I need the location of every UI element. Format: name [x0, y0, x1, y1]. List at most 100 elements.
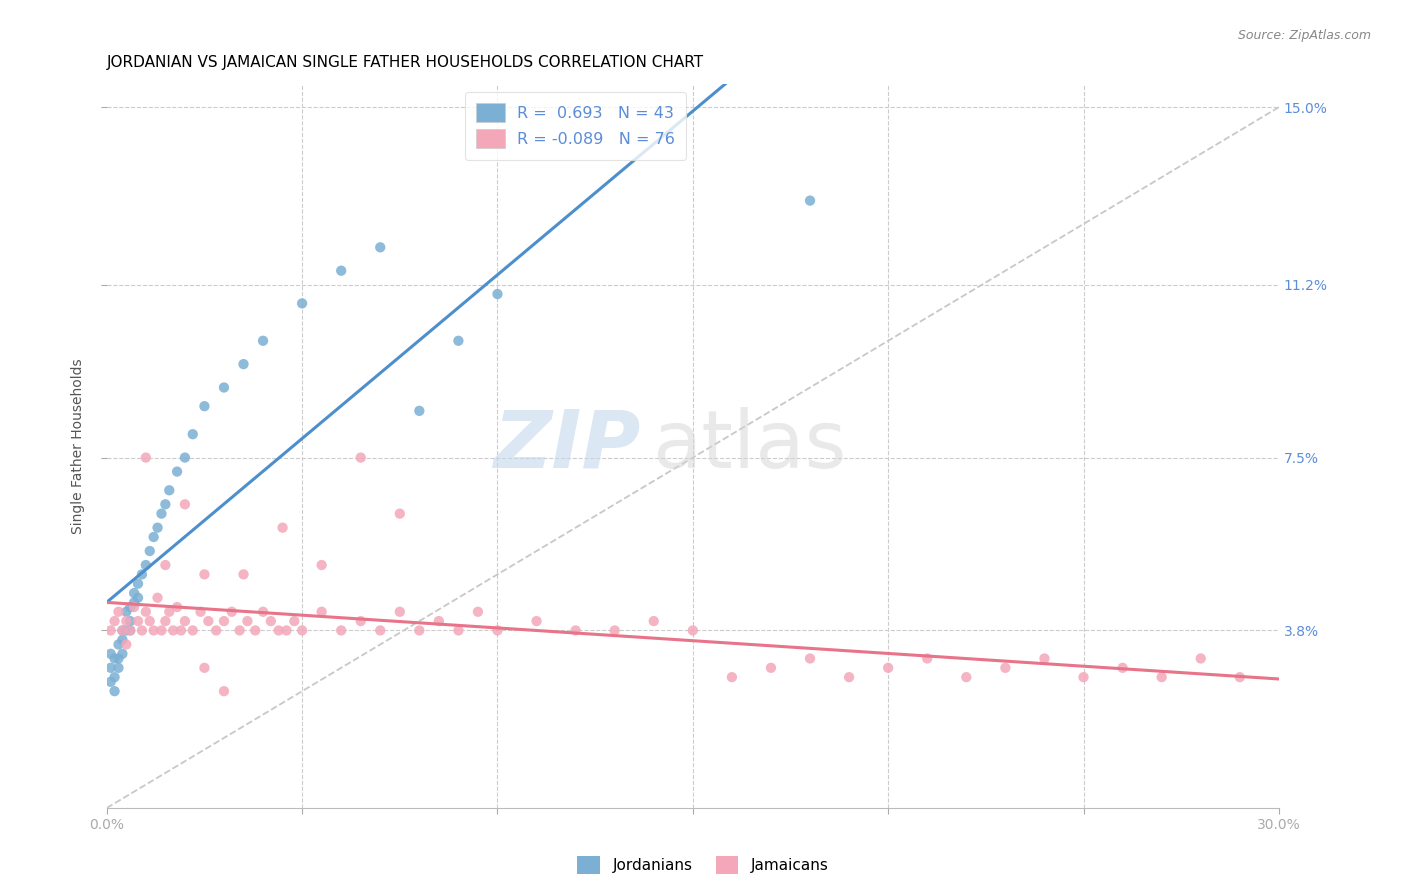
Point: [120, 614, 142, 628]
Text: ZIP: ZIP: [492, 407, 640, 485]
Point: [408, 404, 430, 418]
Point: [330, 263, 353, 277]
Point: [135, 450, 157, 465]
Point: [150, 624, 173, 638]
Point: [311, 605, 333, 619]
Point: [193, 661, 215, 675]
Point: [157, 605, 180, 619]
Point: [131, 567, 153, 582]
Point: [115, 605, 138, 619]
Legend: Jordanians, Jamaicans: Jordanians, Jamaicans: [571, 850, 835, 880]
Point: [447, 624, 470, 638]
Point: [838, 670, 860, 684]
Point: [388, 605, 411, 619]
Text: JORDANIAN VS JAMAICAN SINGLE FATHER HOUSEHOLDS CORRELATION CHART: JORDANIAN VS JAMAICAN SINGLE FATHER HOUS…: [107, 55, 704, 70]
Point: [1229, 670, 1251, 684]
Point: [467, 605, 489, 619]
Point: [155, 558, 177, 572]
Point: [115, 614, 138, 628]
Point: [564, 624, 586, 638]
Point: [166, 465, 188, 479]
Point: [174, 614, 197, 628]
Point: [682, 624, 704, 638]
Y-axis label: Single Father Households: Single Father Households: [72, 358, 86, 533]
Point: [103, 670, 125, 684]
Point: [142, 530, 165, 544]
Point: [146, 591, 169, 605]
Point: [181, 427, 204, 442]
Point: [100, 674, 122, 689]
Point: [100, 661, 122, 675]
Text: Source: ZipAtlas.com: Source: ZipAtlas.com: [1237, 29, 1371, 43]
Point: [170, 624, 193, 638]
Point: [526, 614, 548, 628]
Point: [245, 624, 267, 638]
Point: [115, 624, 138, 638]
Point: [799, 194, 821, 208]
Point: [252, 334, 274, 348]
Point: [107, 637, 129, 651]
Point: [115, 637, 138, 651]
Point: [350, 614, 373, 628]
Point: [212, 614, 235, 628]
Point: [221, 605, 243, 619]
Point: [486, 287, 509, 301]
Point: [212, 380, 235, 394]
Point: [283, 614, 305, 628]
Point: [350, 450, 373, 465]
Point: [759, 661, 782, 675]
Point: [197, 614, 219, 628]
Point: [447, 334, 470, 348]
Point: [139, 614, 162, 628]
Point: [1189, 651, 1212, 665]
Point: [111, 632, 134, 647]
Point: [291, 624, 314, 638]
Legend: R =  0.693   N = 43, R = -0.089   N = 76: R = 0.693 N = 43, R = -0.089 N = 76: [465, 92, 686, 160]
Point: [427, 614, 450, 628]
Point: [122, 586, 145, 600]
Point: [120, 600, 142, 615]
Point: [260, 614, 283, 628]
Point: [135, 558, 157, 572]
Point: [232, 567, 254, 582]
Point: [1150, 670, 1173, 684]
Point: [127, 576, 149, 591]
Point: [486, 624, 509, 638]
Point: [103, 614, 125, 628]
Point: [368, 624, 391, 638]
Point: [181, 624, 204, 638]
Point: [643, 614, 665, 628]
Point: [190, 605, 212, 619]
Point: [120, 624, 142, 638]
Point: [174, 497, 197, 511]
Point: [111, 624, 134, 638]
Point: [271, 521, 294, 535]
Point: [1111, 661, 1133, 675]
Point: [915, 651, 938, 665]
Text: atlas: atlas: [652, 407, 846, 485]
Point: [311, 558, 333, 572]
Point: [127, 614, 149, 628]
Point: [205, 624, 228, 638]
Point: [111, 647, 134, 661]
Point: [877, 661, 900, 675]
Point: [291, 296, 314, 310]
Point: [103, 684, 125, 698]
Point: [193, 567, 215, 582]
Point: [100, 647, 122, 661]
Point: [103, 651, 125, 665]
Point: [408, 624, 430, 638]
Point: [139, 544, 162, 558]
Point: [155, 614, 177, 628]
Point: [388, 507, 411, 521]
Point: [142, 624, 165, 638]
Point: [174, 450, 197, 465]
Point: [799, 651, 821, 665]
Point: [276, 624, 298, 638]
Point: [330, 624, 353, 638]
Point: [120, 624, 142, 638]
Point: [1073, 670, 1095, 684]
Point: [721, 670, 744, 684]
Point: [157, 483, 180, 498]
Point: [236, 614, 259, 628]
